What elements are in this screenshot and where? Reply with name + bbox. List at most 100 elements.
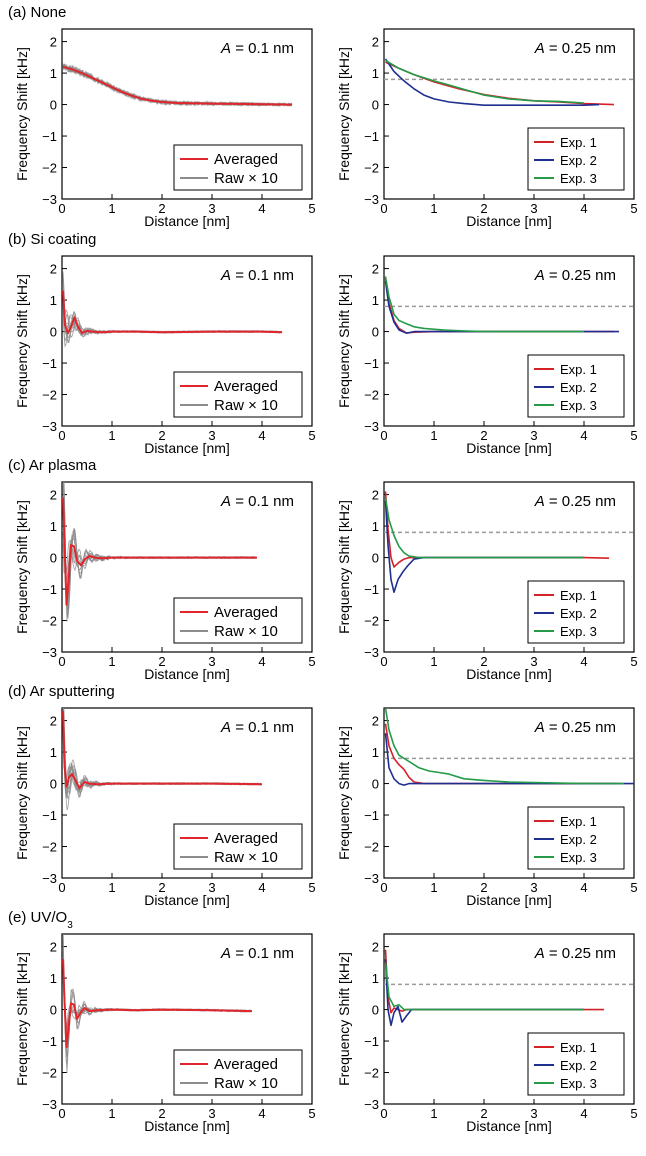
y-axis-label: Frequency Shift [kHz]: [14, 952, 30, 1086]
legend-label: Raw × 10: [214, 397, 278, 414]
x-tick-label: 1: [108, 428, 115, 443]
y-tick-label: −1: [364, 356, 379, 371]
raw-trace: [63, 66, 292, 106]
legend-label: Raw × 10: [214, 1075, 278, 1092]
y-tick-label: −1: [42, 808, 57, 823]
legend: AveragedRaw × 10: [174, 824, 302, 869]
raw-trace: [63, 471, 256, 608]
series-line-averaged: [63, 498, 257, 605]
y-tick-label: −3: [364, 192, 379, 207]
raw-trace: [63, 685, 261, 794]
y-tick-label: 1: [50, 66, 57, 81]
x-tick-label: 4: [258, 880, 265, 895]
y-axis-label: Frequency Shift [kHz]: [336, 726, 352, 860]
x-tick-label: 0: [58, 428, 65, 443]
y-tick-label: −3: [42, 645, 57, 660]
x-tick-label: 1: [430, 654, 437, 669]
series-line-averaged: [63, 959, 252, 1047]
y-tick-label: 1: [50, 971, 57, 986]
y-axis-label: Frequency Shift [kHz]: [14, 47, 30, 181]
y-tick-label: 2: [372, 262, 379, 277]
y-tick-label: 0: [50, 1003, 57, 1018]
y-tick-label: −3: [364, 1097, 379, 1112]
x-axis-label: Distance [nm]: [144, 440, 230, 456]
legend-label: Exp. 3: [560, 398, 597, 413]
x-tick-label: 1: [430, 1106, 437, 1121]
raw-trace: [63, 65, 292, 106]
y-tick-label: −1: [364, 582, 379, 597]
legend-label: Averaged: [214, 604, 278, 621]
legend: AveragedRaw × 10: [174, 598, 302, 643]
raw-trace: [63, 64, 292, 106]
legend-label: Exp. 1: [560, 588, 597, 603]
x-tick-label: 1: [108, 201, 115, 216]
raw-trace: [63, 512, 256, 592]
x-tick-label: 1: [430, 201, 437, 216]
y-tick-label: −2: [364, 1066, 379, 1081]
y-tick-label: −1: [42, 129, 57, 144]
x-tick-label: 5: [630, 880, 637, 895]
y-tick-label: 2: [50, 940, 57, 955]
y-tick-label: 2: [372, 714, 379, 729]
x-axis-label: Distance [nm]: [144, 892, 230, 908]
y-axis-label: Frequency Shift [kHz]: [14, 726, 30, 860]
panel-label-3: (d) Ar sputtering: [8, 683, 115, 700]
amplitude-annotation: A = 0.25 nm: [534, 493, 616, 510]
x-tick-label: 4: [580, 654, 587, 669]
x-tick-label: 4: [258, 1106, 265, 1121]
legend-label: Exp. 2: [560, 832, 597, 847]
amplitude-annotation: A = 0.25 nm: [534, 945, 616, 962]
amplitude-annotation: A = 0.1 nm: [220, 493, 294, 510]
y-axis-label: Frequency Shift [kHz]: [336, 274, 352, 408]
legend-label: Exp. 3: [560, 624, 597, 639]
legend-label: Exp. 3: [560, 850, 597, 865]
legend-label: Exp. 1: [560, 814, 597, 829]
x-axis-label: Distance [nm]: [144, 1118, 230, 1134]
legend-label: Exp. 2: [560, 606, 597, 621]
chart-2-right: 0 1 2 3 4 5−3−2−1012Distance [nm]Frequency Sh…: [336, 482, 638, 682]
raw-trace: [63, 303, 282, 346]
series-line-exp-2: [386, 733, 635, 785]
y-tick-label: 2: [372, 35, 379, 50]
y-tick-label: 0: [372, 777, 379, 792]
amplitude-annotation: A = 0.1 nm: [220, 40, 294, 57]
legend: AveragedRaw × 10: [174, 145, 302, 190]
legend: Exp. 1 Exp. 2 Exp. 3: [528, 807, 624, 869]
y-tick-label: 0: [50, 777, 57, 792]
raw-trace: [63, 961, 251, 1030]
x-tick-label: 4: [258, 428, 265, 443]
amplitude-annotation: A = 0.25 nm: [534, 40, 616, 57]
raw-trace: [63, 66, 292, 106]
x-tick-label: 1: [108, 1106, 115, 1121]
raw-trace: [63, 65, 292, 106]
x-tick-label: 4: [580, 880, 587, 895]
legend: AveragedRaw × 10: [174, 372, 302, 417]
legend-label: Averaged: [214, 151, 278, 168]
x-axis-label: Distance [nm]: [466, 213, 552, 229]
x-tick-label: 0: [380, 1106, 387, 1121]
x-tick-label: 0: [380, 880, 387, 895]
panel-label-2: (c) Ar plasma: [8, 457, 97, 474]
chart-2-left: 0 1 2 3 4 5−3−2−1012Distance [nm]Frequency Sh…: [14, 442, 316, 682]
y-tick-label: 1: [372, 519, 379, 534]
y-axis-label: Frequency Shift [kHz]: [336, 47, 352, 181]
series-line-exp-2: [386, 501, 585, 592]
y-tick-label: −3: [364, 419, 379, 434]
raw-trace: [63, 733, 261, 786]
x-tick-label: 4: [580, 201, 587, 216]
y-tick-label: 2: [50, 262, 57, 277]
raw-trace: [63, 969, 251, 1029]
y-tick-label: −1: [42, 1034, 57, 1049]
x-axis-label: Distance [nm]: [466, 666, 552, 682]
amplitude-annotation: A = 0.1 nm: [220, 719, 294, 736]
chart-0-left: 0 1 2 3 4 5−3−2−1012Distance [nm]Frequency Sh…: [14, 29, 316, 229]
x-tick-label: 5: [630, 201, 637, 216]
y-tick-label: 1: [372, 66, 379, 81]
amplitude-annotation: A = 0.1 nm: [220, 267, 294, 284]
y-tick-label: −3: [42, 192, 57, 207]
series-line-averaged: [63, 67, 292, 105]
y-tick-label: −2: [42, 388, 57, 403]
